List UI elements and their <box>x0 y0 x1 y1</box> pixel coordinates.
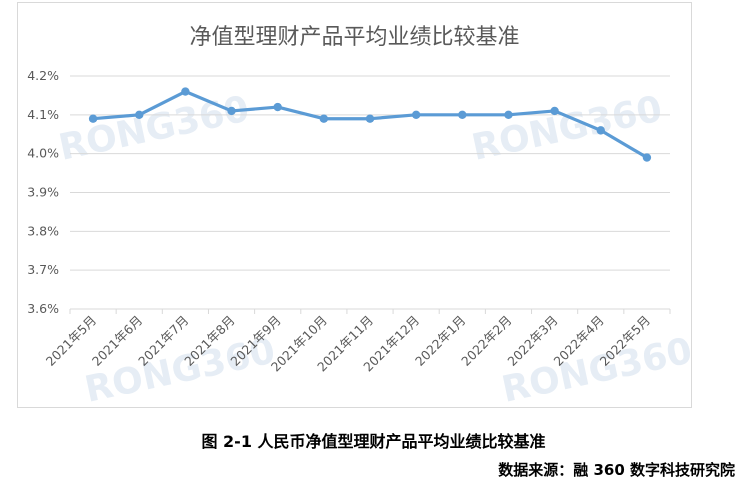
y-tick-label: 4.0% <box>27 146 59 161</box>
y-tick-label: 3.7% <box>27 262 59 277</box>
data-point <box>88 114 98 123</box>
data-point <box>135 110 144 120</box>
data-point <box>458 110 467 120</box>
watermark-text: RONG360 <box>55 89 252 169</box>
chart-title: 净值型理财产品平均业绩比较基准 <box>189 25 520 50</box>
chart-frame: 净值型理财产品平均业绩比较基准 <box>17 2 692 408</box>
data-point <box>411 110 421 120</box>
data-source: 数据来源：融 360 数字科技研究院 <box>498 461 735 479</box>
y-tick-label: 3.6% <box>27 301 59 316</box>
y-tick-label: 4.1% <box>27 107 59 122</box>
data-point <box>319 114 329 123</box>
y-tick-label: 4.2% <box>27 68 59 83</box>
data-point <box>227 106 236 116</box>
data-point <box>181 87 190 96</box>
y-tick-label: 3.8% <box>27 223 59 238</box>
data-point <box>365 114 375 123</box>
data-point <box>273 102 282 112</box>
data-point <box>596 126 605 135</box>
figure-caption: 图 2-1 人民币净值型理财产品平均业绩比较基准 <box>201 432 546 451</box>
y-tick-label: 3.9% <box>27 185 59 200</box>
watermark-text: RONG360 <box>468 89 665 169</box>
data-point <box>642 153 652 162</box>
data-point <box>550 106 559 116</box>
data-point <box>504 110 513 120</box>
